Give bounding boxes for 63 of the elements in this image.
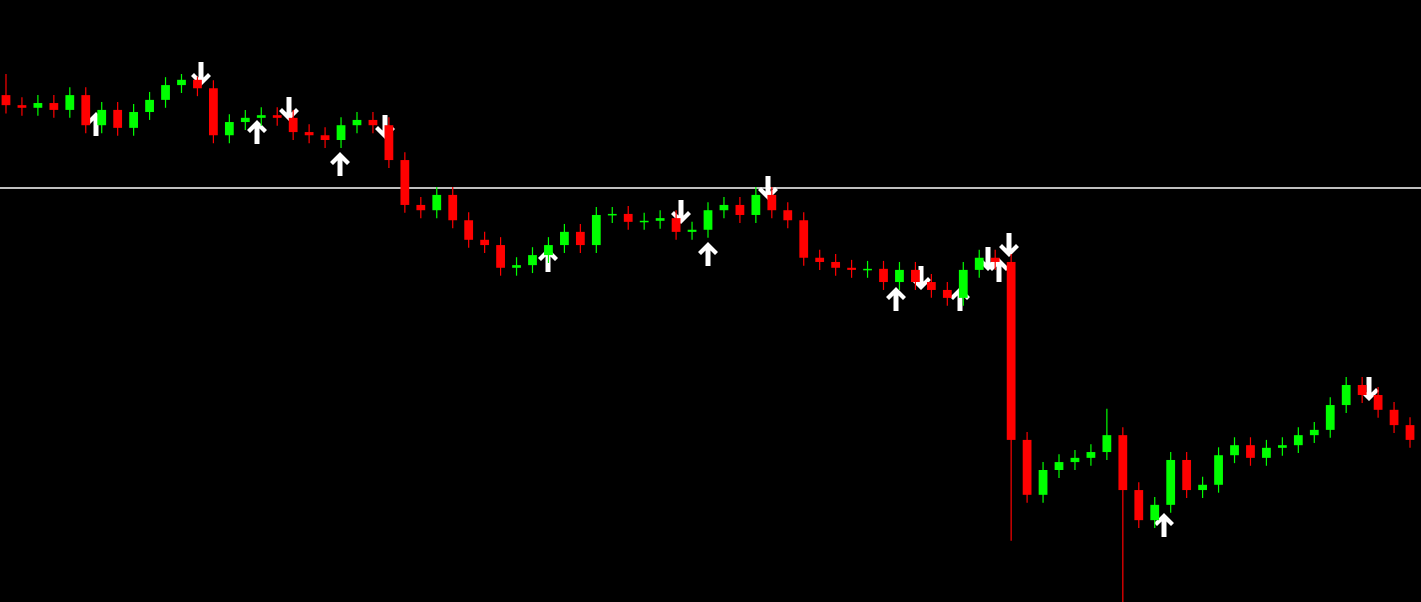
candlestick xyxy=(224,113,234,144)
candlestick xyxy=(815,249,825,271)
candlestick xyxy=(256,106,266,127)
candlestick xyxy=(177,73,186,94)
candlestick xyxy=(113,101,123,137)
candlestick xyxy=(942,281,952,307)
candlestick xyxy=(560,223,569,254)
candlestick xyxy=(895,261,904,291)
candlestick xyxy=(97,101,107,134)
candlestick xyxy=(671,209,681,241)
candlestick xyxy=(575,223,585,254)
candlestick xyxy=(926,273,936,299)
candlestick xyxy=(735,196,745,224)
candlestick xyxy=(911,261,920,291)
candlestick xyxy=(1341,376,1351,414)
candlestick xyxy=(1246,436,1255,467)
candlestick xyxy=(1198,476,1207,499)
candlestick xyxy=(528,246,537,274)
candlestick xyxy=(1277,436,1287,457)
candlestick xyxy=(751,186,761,224)
candlestick xyxy=(416,196,426,219)
candlestick xyxy=(304,123,314,144)
candlestick xyxy=(1230,436,1239,464)
candlestick xyxy=(1054,453,1064,479)
candlestick xyxy=(974,249,984,279)
candlestick xyxy=(1086,443,1096,467)
candlestick xyxy=(512,256,521,277)
candlestick xyxy=(161,76,170,109)
candlestick xyxy=(703,201,713,239)
candlestick xyxy=(544,236,553,264)
candlestick xyxy=(1309,421,1319,444)
candlestick xyxy=(49,94,59,119)
candlestick xyxy=(655,209,665,230)
candlestick xyxy=(288,109,298,141)
candlestick xyxy=(1389,401,1399,434)
candlestick xyxy=(1405,416,1415,449)
candlestick xyxy=(336,116,346,149)
candlestick xyxy=(990,249,1000,271)
candlestick xyxy=(193,76,202,97)
candlestick xyxy=(767,186,777,219)
candlestick xyxy=(1373,386,1383,419)
candlestick xyxy=(480,231,490,254)
candlestick xyxy=(33,94,43,117)
candlestick xyxy=(320,126,330,149)
candlestick xyxy=(1293,426,1303,454)
candlestick xyxy=(1357,376,1367,404)
candlestick xyxy=(65,86,75,119)
candlestick xyxy=(17,96,27,117)
candlestick xyxy=(1102,408,1112,461)
candlestick xyxy=(1,73,11,115)
candlestick xyxy=(783,201,793,229)
candlestick xyxy=(240,109,250,131)
candlestick xyxy=(129,103,139,137)
candlestick xyxy=(496,236,505,277)
candlestick xyxy=(879,260,888,291)
candlestick xyxy=(1262,439,1271,467)
candlestick xyxy=(272,106,282,127)
candlestick xyxy=(623,205,633,231)
candlestick xyxy=(145,91,154,121)
candlestick xyxy=(831,253,841,277)
candlestick xyxy=(464,211,474,249)
candlestick xyxy=(432,186,442,219)
candlestick xyxy=(1150,496,1160,529)
